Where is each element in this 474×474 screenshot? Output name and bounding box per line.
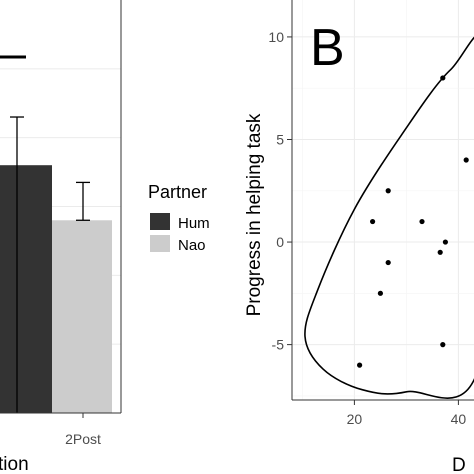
x-axis-label-fragment-b: D — [452, 455, 466, 474]
scatter-point-2 — [377, 290, 383, 296]
y-tick-label-0: 10 — [268, 29, 284, 45]
x-tick-label-b-1: 40 — [451, 411, 467, 427]
panel-a-error-bars — [10, 116, 90, 413]
y-axis-label: Progress in helping task — [244, 113, 265, 316]
legend-swatch-nao — [150, 235, 170, 252]
scatter-point-6 — [437, 249, 443, 255]
panel-b-plot-background — [292, 0, 474, 400]
y-tick-label-3: -5 — [272, 337, 285, 353]
scatter-point-1 — [370, 218, 376, 225]
legend: Partner Hum Nao — [148, 182, 210, 254]
scatter-point-0 — [357, 362, 363, 368]
legend-label-nao: Nao — [178, 237, 206, 254]
scatter-point-5 — [419, 218, 425, 225]
x-axis-label-fragment: tion — [0, 454, 29, 474]
bar-hum — [0, 165, 52, 413]
y-tick-label-1: 5 — [276, 131, 284, 147]
legend-title: Partner — [148, 182, 207, 202]
panel-a-bars — [0, 165, 112, 413]
panel-b-ticks: 10 5 0 -5 20 40 — [268, 29, 466, 427]
panel-b-scatter-chart: 10 5 0 -5 20 40 B Progress in helping task D — [244, 0, 474, 474]
legend-label-hum: Hum — [178, 215, 210, 232]
confidence-ellipse — [304, 36, 474, 399]
x-tick-label-2post: 2Post — [65, 431, 101, 447]
scatter-point-3 — [385, 188, 391, 194]
legend-swatch-hum — [150, 213, 170, 230]
scatter-point-8 — [440, 342, 446, 348]
bar-nao — [52, 220, 112, 413]
panel-a-bar-chart: 2Post tion — [0, 0, 122, 474]
x-tick-label-b-0: 20 — [347, 411, 363, 427]
panel-b-points — [357, 75, 469, 368]
scatter-point-10 — [463, 157, 469, 163]
panel-b-gridlines — [292, 0, 474, 400]
panel-letter-b: B — [310, 19, 345, 77]
scatter-point-7 — [440, 75, 446, 81]
scatter-point-9 — [442, 239, 448, 245]
y-tick-label-2: 0 — [276, 234, 284, 250]
scatter-point-4 — [385, 259, 391, 266]
